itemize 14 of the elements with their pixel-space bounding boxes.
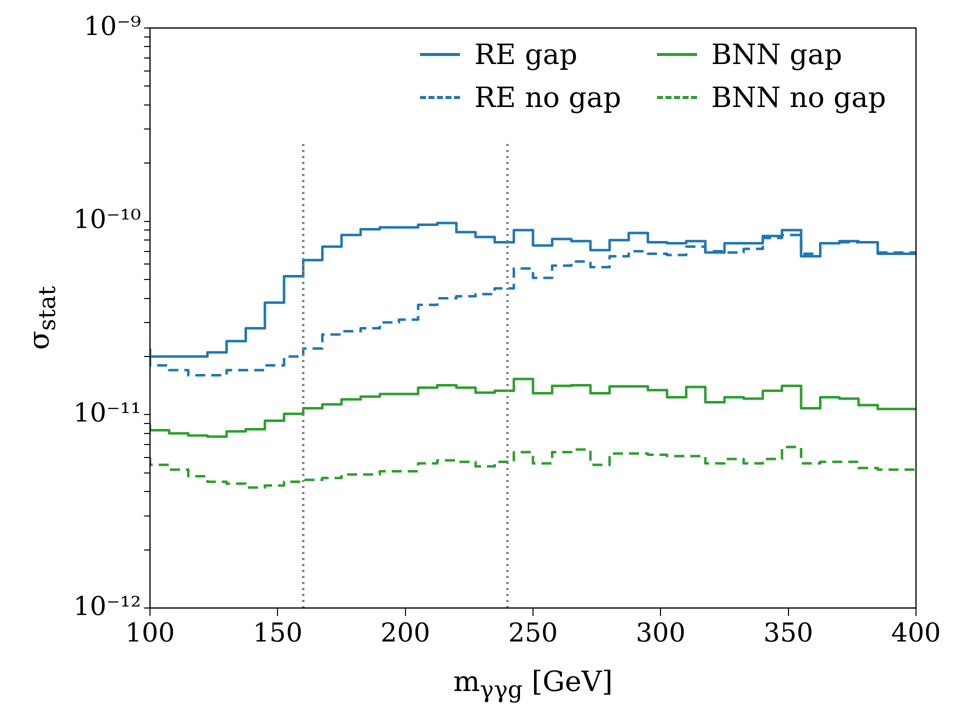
- legend-label: BNN no gap: [711, 81, 886, 114]
- y-tick-label: 10⁻¹¹: [73, 398, 141, 428]
- legend-label: RE gap: [474, 38, 578, 71]
- x-tick-label: 300: [636, 618, 686, 648]
- x-tick-label: 250: [508, 618, 558, 648]
- x-axis-title: m$_{γγg}$ [GeV]: [452, 665, 614, 704]
- x-tick-label: 150: [252, 618, 302, 648]
- y-tick-label: 10⁻¹⁰: [73, 205, 141, 236]
- x-tick-label: 350: [764, 618, 814, 648]
- x-tick-label: 400: [891, 618, 941, 648]
- y-tick-label: 10⁻⁹: [84, 12, 141, 42]
- x-tick-label: 200: [380, 618, 430, 648]
- legend-label: RE no gap: [474, 81, 622, 114]
- legend-label: BNN gap: [711, 38, 842, 71]
